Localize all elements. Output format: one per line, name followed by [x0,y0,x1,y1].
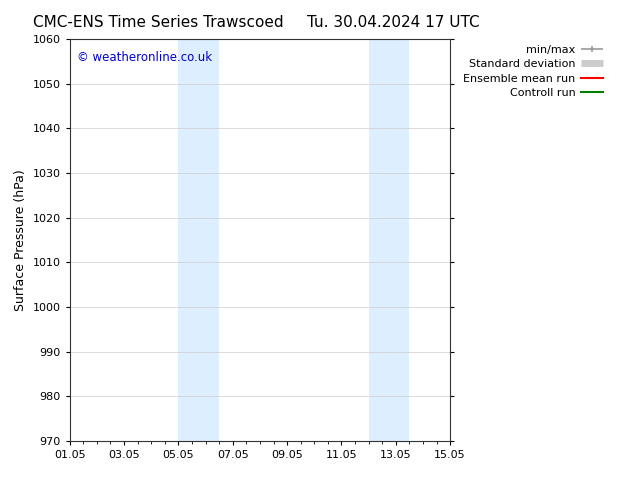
Text: © weatheronline.co.uk: © weatheronline.co.uk [77,51,212,64]
Bar [178,39,219,441]
Text: CMC-ENS Time Series Trawscoed: CMC-ENS Time Series Trawscoed [33,15,284,30]
Legend: min/max, Standard deviation, Ensemble mean run, Controll run: min/max, Standard deviation, Ensemble me… [463,45,604,98]
Bar [368,39,410,441]
Text: Tu. 30.04.2024 17 UTC: Tu. 30.04.2024 17 UTC [307,15,479,30]
Y-axis label: Surface Pressure (hPa): Surface Pressure (hPa) [14,169,27,311]
